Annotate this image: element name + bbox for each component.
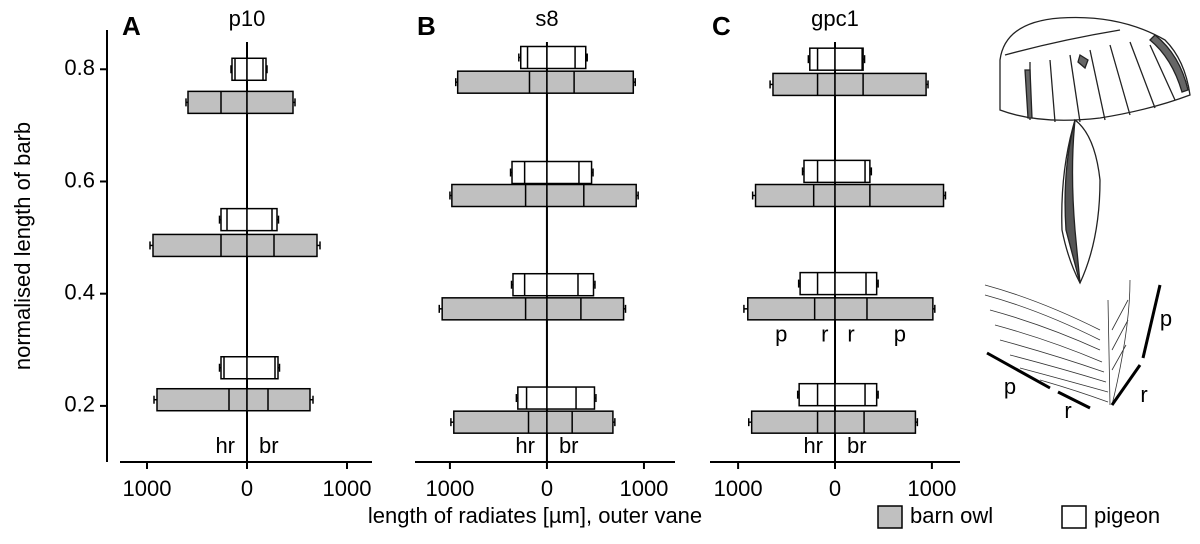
y-tick-label: 0.8: [64, 55, 95, 80]
wing-drawing: [999, 16, 1191, 123]
bar-right: [246, 90, 294, 115]
bar-left: [809, 47, 836, 71]
bar-left: [519, 45, 548, 70]
illustration-label: p: [1160, 306, 1172, 331]
bar-left: [754, 183, 836, 208]
x-tick-label: 1000: [323, 476, 372, 501]
bar-left: [456, 70, 548, 94]
side-label: br: [259, 433, 279, 458]
bar-left: [772, 72, 836, 97]
bar-left: [220, 207, 248, 232]
bar-right: [246, 355, 279, 380]
panel-letter: C: [712, 11, 731, 41]
bar-left: [750, 410, 836, 434]
bar-right: [546, 272, 595, 297]
legend-swatch: [877, 505, 903, 529]
bar-right: [834, 382, 878, 407]
bar-right: [546, 410, 614, 434]
bar-left: [451, 183, 548, 208]
side-label: br: [847, 433, 867, 458]
x-tick-label: 1000: [714, 476, 763, 501]
bar-right: [546, 386, 596, 410]
panel-letter: A: [122, 11, 141, 41]
feather-drawing: [1061, 118, 1101, 285]
legend-label: pigeon: [1094, 503, 1160, 528]
x-tick-label: 1000: [123, 476, 172, 501]
bar-left: [187, 90, 248, 115]
bar-left: [453, 410, 548, 434]
bar-left: [511, 160, 548, 185]
segment-label: p: [894, 322, 906, 347]
bar-right: [546, 70, 635, 94]
illustration-label: r: [1064, 398, 1071, 423]
bar-right: [546, 297, 625, 321]
bar-left: [517, 386, 548, 410]
bar-left: [803, 159, 836, 184]
bar-right: [834, 297, 934, 321]
barb-drawing: [984, 279, 1162, 410]
side-label: br: [559, 433, 579, 458]
bar-right: [834, 410, 917, 434]
segment-label: p: [775, 322, 787, 347]
panel-title: gpc1: [811, 6, 859, 31]
bar-right: [546, 45, 587, 70]
bar-right: [834, 72, 927, 97]
bar-right: [546, 183, 637, 208]
bar-right: [834, 271, 878, 296]
bar-right: [246, 233, 318, 258]
panel-title: p10: [229, 6, 266, 31]
x-tick-label: 1000: [425, 476, 474, 501]
bar-left: [156, 387, 248, 412]
x-tick-label: 1000: [619, 476, 668, 501]
panel-title: s8: [535, 6, 558, 31]
panel-letter: B: [417, 11, 436, 41]
legend-label: barn owl: [910, 503, 993, 528]
bar-left: [747, 297, 836, 321]
side-label: hr: [215, 433, 235, 458]
x-tick-label: 0: [241, 476, 253, 501]
side-label: hr: [803, 433, 823, 458]
y-tick-label: 0.2: [64, 392, 95, 417]
y-axis-label: normalised length of barb: [10, 122, 35, 370]
bar-left: [441, 297, 548, 321]
x-tick-label: 0: [541, 476, 553, 501]
y-tick-label: 0.4: [64, 280, 95, 305]
segment-label: r: [821, 322, 828, 347]
bar-left: [512, 272, 548, 297]
bar-right: [246, 387, 311, 412]
bar-left: [152, 233, 248, 258]
illustration-label: r: [1140, 382, 1147, 407]
bar-right: [546, 160, 593, 185]
x-axis-label: length of radiates [µm], outer vane: [368, 503, 702, 528]
bar-right: [834, 183, 945, 208]
bar-left: [220, 355, 248, 380]
x-tick-label: 0: [829, 476, 841, 501]
side-label: hr: [515, 433, 535, 458]
bar-right: [834, 47, 864, 71]
segment-label: r: [847, 322, 854, 347]
illustration-label: p: [1004, 374, 1016, 399]
y-tick-label: 0.6: [64, 167, 95, 192]
x-tick-label: 1000: [907, 476, 956, 501]
legend-swatch: [1061, 505, 1087, 529]
